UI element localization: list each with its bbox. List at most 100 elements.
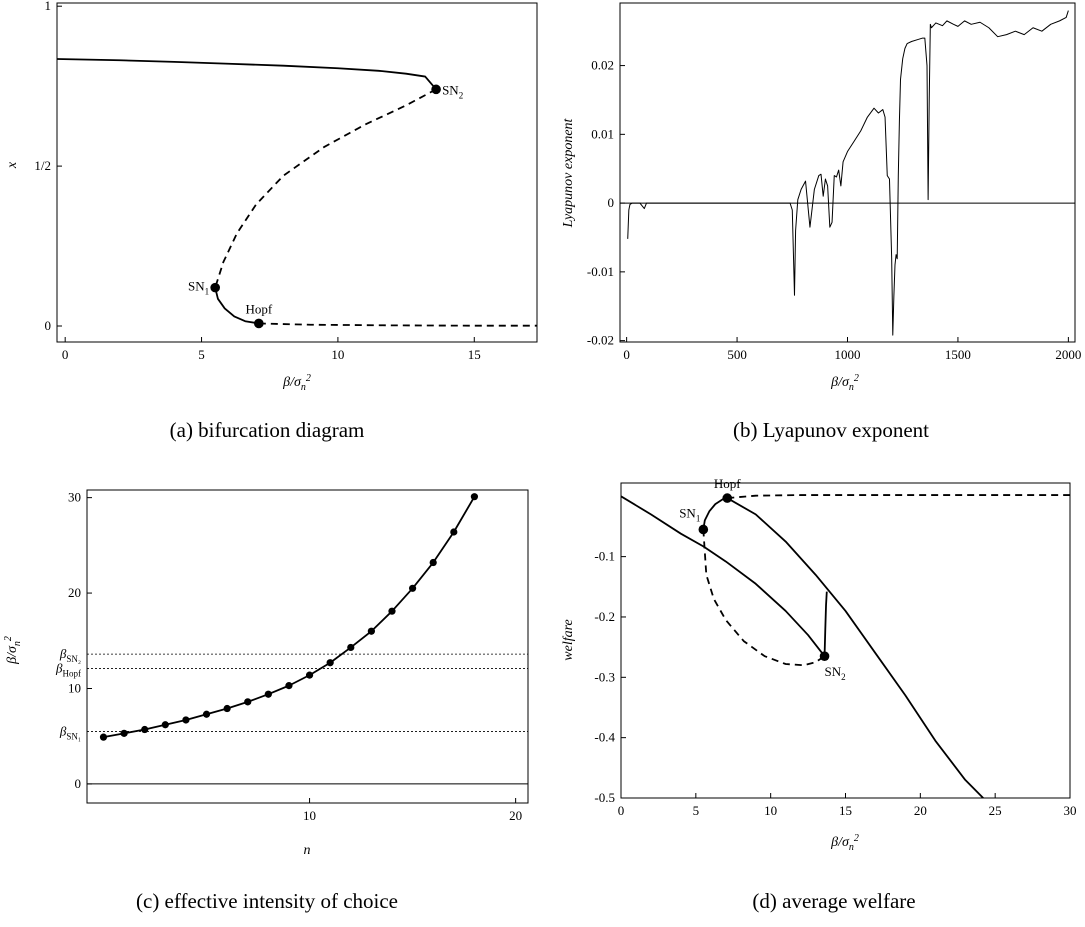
chart-a: 0 5 10 15 0 1/2 1 SN2 SN1 Hopf β/σn2 x (a) bifurcati… — [5, 0, 538, 442]
y-tick-label: 0.02 — [591, 58, 614, 73]
reference-label: βHopf — [55, 660, 81, 678]
x-tick-label: 2000 — [1055, 347, 1081, 362]
panel-caption: (c) effective intensity of choice — [136, 889, 398, 913]
plot-frame — [620, 482, 1071, 799]
series-line-0 — [627, 10, 1069, 336]
point-label: SN1 — [679, 505, 700, 523]
data-point — [223, 704, 231, 713]
y-tick-label: 1/2 — [34, 158, 51, 173]
series-line-0 — [621, 495, 826, 657]
x-axis-label: n — [304, 843, 311, 858]
data-point — [408, 584, 417, 592]
plot-frame — [86, 489, 529, 804]
svg-text:welfare: welfare — [561, 619, 576, 660]
data-point — [347, 643, 355, 652]
data-point — [285, 682, 293, 690]
bifurcation-point — [210, 282, 220, 293]
x-tick-label: 20 — [914, 803, 927, 818]
point-label: SN2 — [825, 664, 846, 682]
data-point — [429, 558, 437, 567]
bifurcation-point — [722, 493, 733, 503]
x-tick-label: 0 — [618, 803, 625, 818]
y-axis-label: Lyapunov exponent — [561, 117, 576, 228]
plot-frame — [56, 2, 538, 343]
data-point — [305, 671, 314, 679]
x-tick-label: 15 — [468, 347, 481, 362]
data-point — [450, 528, 458, 536]
point-label: SN1 — [188, 279, 209, 297]
series-line-1 — [702, 497, 728, 530]
x-tick-label: 0 — [623, 347, 630, 362]
panel-caption: (d) average welfare — [752, 889, 915, 913]
bifurcation-point — [431, 84, 441, 95]
data-point — [182, 716, 190, 724]
bifurcation-point — [819, 651, 830, 661]
x-tick-label: 0 — [62, 347, 69, 362]
y-tick-label: -0.2 — [594, 609, 615, 624]
data-point — [99, 733, 108, 741]
data-point — [470, 493, 479, 501]
svg-text:x: x — [5, 161, 20, 169]
y-tick-label: 0 — [608, 195, 615, 210]
x-tick-label: 10 — [303, 808, 316, 823]
reference-label: βSN₂ — [59, 646, 81, 664]
x-tick-label: 500 — [727, 347, 747, 362]
chart-b: 0 500 1000 1500 2000 -0.02 -0.01 0 0.01 0.02 β/σn2… — [561, 2, 1081, 442]
data-point — [326, 659, 334, 667]
y-tick-label: 20 — [68, 585, 81, 600]
x-tick-label: 30 — [1064, 803, 1077, 818]
x-axis-label: β/σn2 — [830, 373, 859, 393]
y-tick-label: -0.5 — [594, 790, 615, 805]
x-tick-label: 5 — [198, 347, 205, 362]
series-line-0 — [57, 58, 437, 90]
x-tick-label: 5 — [693, 803, 700, 818]
svg-text:Lyapunov exponent: Lyapunov exponent — [561, 117, 576, 228]
chart-d: 0 5 10 15 20 25 30 -0.1 -0.2 -0.3 -0.4 -0.5 SN1 Hopf S… — [561, 476, 1077, 913]
x-tick-label: 10 — [764, 803, 777, 818]
point-label: SN2 — [442, 82, 463, 100]
y-tick-label: 0.01 — [591, 126, 614, 141]
reference-label: βSN₁ — [59, 723, 81, 741]
svg-text:β/σn2: β/σn2 — [3, 636, 23, 665]
series-line-4 — [702, 529, 826, 667]
x-tick-label: 1000 — [835, 347, 861, 362]
y-tick-label: 0 — [45, 318, 52, 333]
series-line-1 — [214, 88, 437, 288]
y-tick-label: 30 — [68, 490, 81, 505]
panel-caption: (a) bifurcation diagram — [170, 418, 365, 442]
y-tick-label: 10 — [68, 680, 81, 695]
y-axis-label: welfare — [561, 619, 576, 660]
series-line-0 — [103, 496, 476, 739]
data-point — [141, 725, 149, 734]
series-line-5 — [727, 494, 1070, 499]
data-point — [388, 607, 396, 615]
series-line-3 — [258, 322, 537, 327]
panel-caption: (b) Lyapunov exponent — [733, 418, 929, 442]
y-tick-label: -0.4 — [594, 730, 615, 745]
point-label: Hopf — [245, 301, 272, 316]
data-point — [202, 710, 211, 718]
y-axis-label: x — [5, 161, 20, 169]
y-tick-label: -0.02 — [587, 333, 614, 348]
y-tick-label: -0.01 — [587, 264, 614, 279]
y-tick-label: 0 — [75, 776, 82, 791]
x-axis-label: β/σn2 — [282, 373, 311, 393]
y-tick-label: -0.1 — [594, 549, 615, 564]
x-tick-label: 25 — [989, 803, 1002, 818]
plot-frame — [619, 2, 1076, 343]
x-tick-label: 20 — [509, 808, 522, 823]
x-tick-label: 10 — [331, 347, 344, 362]
bifurcation-point — [698, 524, 709, 535]
bifurcation-point — [254, 318, 264, 329]
y-tick-label: 1 — [45, 0, 52, 13]
series-line-2 — [214, 287, 259, 325]
series-line-3 — [823, 591, 828, 657]
x-tick-label: 1500 — [945, 347, 971, 362]
data-point — [161, 721, 169, 729]
x-axis-label: β/σn2 — [830, 833, 859, 853]
point-label: Hopf — [714, 476, 741, 491]
series-line-2 — [726, 497, 984, 798]
data-point — [367, 627, 375, 635]
